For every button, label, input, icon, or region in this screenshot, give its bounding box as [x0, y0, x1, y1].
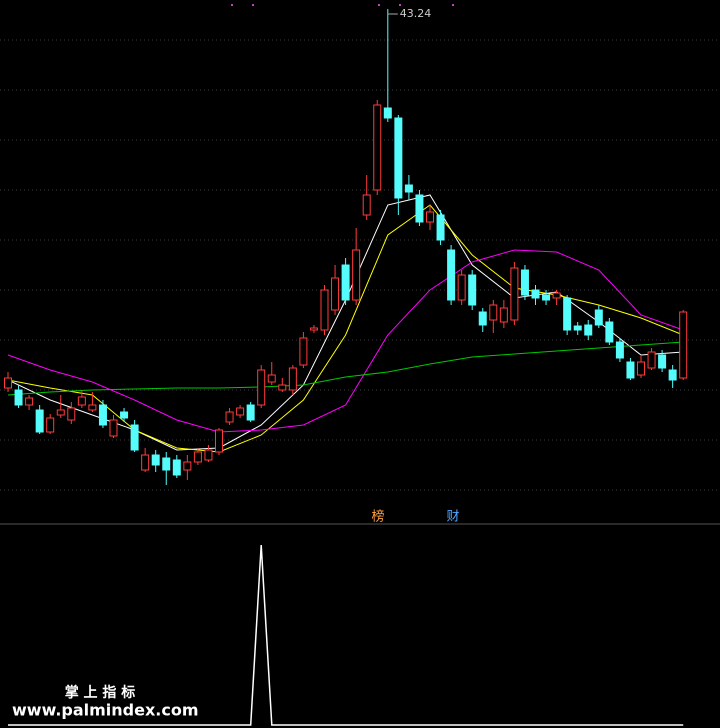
candle-body: [267, 374, 276, 383]
candle-body: [679, 311, 688, 379]
candle-body: [162, 457, 171, 471]
candle-body: [320, 289, 329, 331]
candle-body: [447, 249, 456, 301]
marker-label: 财: [446, 510, 459, 525]
candle-body: [193, 451, 202, 463]
candle-body: [510, 267, 519, 321]
candle-body: [468, 274, 477, 306]
candle-body: [489, 304, 498, 321]
candle-body: [4, 377, 12, 389]
candle-body: [383, 107, 392, 119]
dot: [399, 4, 401, 6]
candle-body: [658, 354, 667, 369]
dot: [378, 4, 380, 6]
moving-average-line: [7, 249, 684, 433]
candle-body: [394, 117, 403, 199]
top-markers: [231, 4, 454, 6]
dot: [252, 4, 254, 6]
moving-average-line: [7, 204, 684, 453]
candle-body: [594, 309, 603, 326]
candle-body: [278, 384, 287, 391]
candle-body: [25, 397, 34, 406]
candle-body: [478, 311, 487, 326]
candle-body: [426, 211, 434, 223]
candle-body: [151, 454, 160, 466]
candle-body: [98, 404, 107, 426]
watermark-url: www.palmindex.com: [12, 701, 199, 720]
candle-body: [288, 367, 297, 391]
watermark-title: 掌 上 指 标: [65, 684, 136, 701]
candle-body: [77, 396, 86, 406]
candle-body: [141, 454, 150, 471]
dot: [231, 4, 233, 6]
candle-body: [204, 449, 213, 461]
candle-body: [88, 404, 97, 411]
candle-body: [14, 389, 23, 406]
candle-body: [120, 411, 129, 419]
high-label: 43.24: [400, 7, 432, 20]
candle-body: [299, 337, 308, 366]
candle-body: [605, 321, 614, 343]
candle-body: [46, 417, 55, 433]
marker-label: 榜: [371, 509, 384, 525]
candle-body: [584, 324, 593, 336]
candle-body: [615, 341, 624, 359]
candle-body: [404, 184, 413, 193]
candle-body: [531, 289, 540, 299]
candle-body: [668, 369, 677, 381]
candle-body: [415, 194, 424, 223]
dot: [452, 4, 454, 6]
candle-body: [183, 461, 192, 471]
candle-body: [341, 264, 350, 301]
candle-body: [552, 292, 561, 299]
indicator-line: [8, 544, 684, 726]
candle-body: [626, 361, 635, 379]
candle-body: [257, 369, 266, 406]
candle-body: [309, 327, 318, 331]
candle-body: [236, 407, 245, 416]
candle-body: [35, 409, 44, 433]
candle-body: [172, 459, 181, 476]
candle-body: [373, 104, 382, 191]
candle-body: [67, 407, 76, 421]
candle-body: [647, 351, 656, 369]
candle-body: [520, 269, 529, 296]
candle-body: [130, 424, 139, 451]
moving-average-line: [7, 341, 684, 396]
candle-body: [563, 297, 572, 331]
candle-body: [352, 249, 361, 301]
candle-body: [109, 419, 118, 437]
candle-body: [225, 411, 234, 423]
candle-body: [331, 277, 340, 311]
candle-body: [542, 294, 551, 301]
candle-body: [362, 194, 371, 216]
candle-body: [246, 404, 255, 421]
candle-body: [56, 409, 65, 416]
candle-body: [436, 214, 445, 241]
candle-body: [637, 361, 645, 376]
candle-body: [573, 325, 582, 331]
candle-body: [215, 429, 223, 453]
candle-body: [457, 274, 466, 301]
candle-body: [499, 307, 508, 323]
moving-average-line: [7, 194, 684, 451]
